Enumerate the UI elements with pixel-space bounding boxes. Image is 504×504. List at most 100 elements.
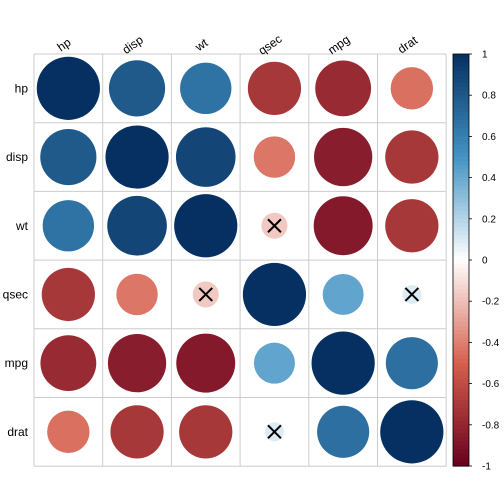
colorbar-segment (453, 338, 469, 343)
corr-circle-mpg-drat (385, 337, 438, 390)
correlation-circles (36, 56, 444, 464)
cross-mark-qsec-drat (404, 287, 420, 302)
colorbar-segment (453, 346, 469, 352)
colorbar-tick-label: 0.8 (482, 91, 496, 102)
colorbar-segment (453, 358, 469, 364)
colorbar-segment (453, 317, 469, 323)
colorbar-segment (453, 342, 469, 348)
colorbar-segment (453, 132, 469, 137)
col-label-wt: wt (192, 35, 211, 54)
colorbar-segment (453, 66, 469, 72)
colorbar-segment (453, 395, 469, 401)
colorbar-tick-label: 0.4 (482, 173, 496, 184)
colorbar-segment (453, 379, 469, 385)
colorbar-segment (453, 239, 469, 245)
colorbar-segment (453, 222, 469, 228)
colorbar-segment (453, 202, 469, 208)
col-label-mpg: mpg (325, 32, 352, 57)
corr-circle-qsec-hp (41, 267, 95, 322)
colorbar-tick-label: 0.2 (482, 214, 496, 225)
colorbar-segment (453, 391, 469, 397)
colorbar-segment (453, 161, 469, 166)
colorbar-segment (453, 313, 469, 319)
colorbar-segment (453, 181, 469, 187)
colorbar-segment (453, 198, 469, 203)
colorbar-segment (453, 227, 469, 232)
colorbar-segment (453, 301, 469, 306)
colorbar: 1 0.8 0.6 0.4 0.2 0 -0.2 -0.4 -0.6 -0.8 -1 (452, 50, 500, 473)
colorbar-segment (453, 157, 469, 162)
colorbar-segment (453, 165, 469, 170)
colorbar-segment (453, 350, 469, 356)
row-label-mpg: mpg (5, 356, 28, 370)
colorbar-segment (453, 412, 469, 418)
corr-circle-drat-drat (380, 400, 444, 464)
colorbar-segment (453, 210, 469, 216)
corr-circle-hp-disp (108, 60, 166, 117)
corr-circle-disp-drat (385, 130, 439, 184)
corr-circle-wt-disp (107, 195, 167, 256)
cross-mark-wt-qsec (267, 218, 282, 233)
colorbar-tick-label: -0.2 (482, 297, 500, 308)
colorbar-segment (453, 433, 469, 438)
corr-circle-mpg-wt (176, 333, 236, 393)
colorbar-segment (453, 383, 469, 389)
row-label-hp: hp (15, 81, 29, 95)
corr-circle-wt-drat (385, 199, 439, 253)
colorbar-segment (453, 367, 469, 372)
colorbar-segment (453, 276, 469, 282)
col-label-drat: drat (395, 33, 421, 57)
colorbar-tick-label: -0.8 (482, 420, 500, 431)
colorbar-segment (453, 297, 469, 302)
colorbar-segment (453, 91, 469, 96)
colorbar-segment (453, 95, 469, 100)
corr-circle-drat-mpg (317, 405, 370, 458)
colorbar-segment (453, 185, 469, 191)
colorbar-segment (453, 321, 469, 327)
colorbar-segment (453, 255, 469, 261)
corr-circle-wt-wt (174, 194, 238, 258)
colorbar-segment (453, 375, 469, 381)
row-label-disp: disp (6, 150, 28, 164)
corr-circle-mpg-hp (40, 335, 97, 392)
corr-circle-drat-wt (179, 405, 233, 459)
colorbar-segment (453, 268, 469, 273)
colorbar-segment (453, 363, 469, 368)
row-label-drat: drat (7, 425, 28, 439)
corr-circle-wt-hp (42, 200, 95, 252)
colorbar-segment (453, 214, 469, 220)
colorbar-segment (453, 218, 469, 224)
colorbar-segment (453, 416, 469, 422)
colorbar-segment (453, 264, 469, 269)
colorbar-segment (453, 144, 469, 150)
colorbar-segment (453, 107, 469, 113)
colorbar-segment (453, 231, 469, 236)
colorbar-segment (453, 461, 469, 467)
colorbar-segment (453, 86, 469, 92)
colorbar-segment (453, 194, 469, 199)
colorbar-segment (453, 334, 469, 339)
colorbar-segment (453, 330, 469, 335)
corr-circle-mpg-mpg (311, 331, 375, 395)
colorbar-segment (453, 152, 469, 158)
colorbar-segment (453, 169, 469, 175)
row-label-qsec: qsec (3, 287, 28, 301)
colorbar-segment (453, 247, 469, 253)
colorbar-segment (453, 408, 469, 414)
corr-circle-hp-mpg (315, 60, 372, 117)
corr-circle-disp-hp (40, 128, 97, 186)
colorbar-segment (453, 128, 469, 133)
colorbar-segment (453, 292, 469, 298)
corr-circle-qsec-mpg (322, 273, 364, 315)
row-label-wt: wt (15, 219, 29, 233)
colorbar-segment (453, 437, 469, 442)
corr-circle-qsec-qsec (242, 262, 307, 327)
colorbar-segment (453, 424, 469, 430)
colorbar-segment (453, 284, 469, 290)
col-label-hp: hp (55, 35, 74, 54)
colorbar-segment (453, 115, 469, 121)
colorbar-segment (453, 140, 469, 146)
corr-circle-qsec-disp (116, 273, 158, 316)
colorbar-segment (453, 428, 469, 434)
